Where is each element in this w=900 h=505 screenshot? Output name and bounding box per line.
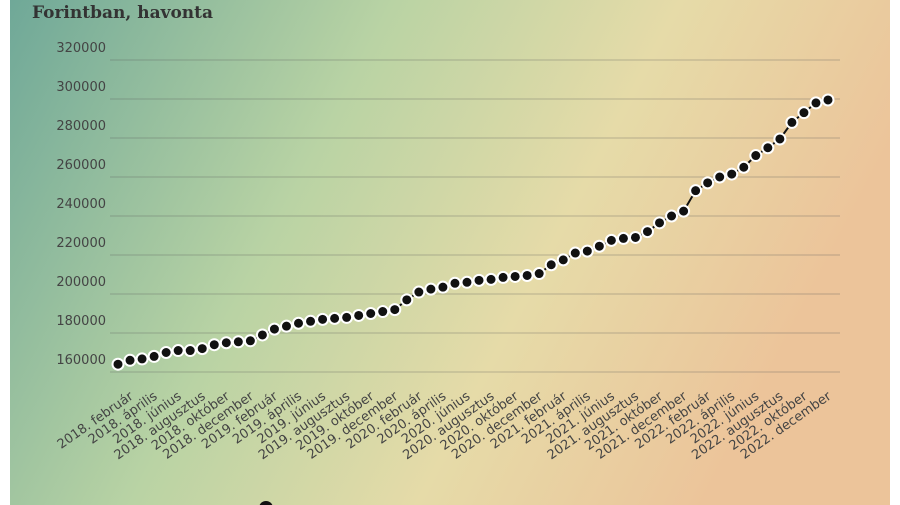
legend-marker	[259, 501, 273, 505]
point	[171, 344, 185, 358]
point	[219, 336, 233, 350]
point	[520, 268, 534, 282]
point	[556, 253, 570, 267]
point	[231, 335, 245, 349]
point	[809, 96, 823, 110]
point	[207, 338, 221, 352]
point	[785, 115, 799, 129]
point	[640, 225, 654, 239]
point	[665, 209, 679, 223]
point	[412, 285, 426, 299]
point	[340, 310, 354, 324]
point	[701, 176, 715, 190]
point	[496, 270, 510, 284]
point	[532, 267, 546, 281]
point	[436, 280, 450, 294]
background	[10, 0, 890, 505]
point	[821, 93, 835, 107]
point	[653, 216, 667, 230]
point	[243, 334, 257, 348]
y-tick-label: 320000	[56, 41, 106, 56]
point	[628, 230, 642, 244]
point	[304, 314, 318, 328]
point	[400, 293, 414, 307]
y-tick-label: 160000	[56, 353, 106, 368]
point	[737, 160, 751, 174]
point	[484, 272, 498, 286]
point	[689, 184, 703, 198]
point	[725, 167, 739, 181]
point	[279, 319, 293, 333]
point	[183, 344, 197, 358]
point	[460, 275, 474, 289]
point	[123, 353, 137, 367]
y-tick-label: 280000	[56, 119, 106, 134]
point	[508, 269, 522, 283]
point	[749, 149, 763, 163]
y-tick-label: 200000	[56, 275, 106, 290]
point	[761, 141, 775, 155]
y-tick-label: 220000	[56, 236, 106, 251]
point	[568, 246, 582, 260]
y-tick-label: 180000	[56, 314, 106, 329]
point	[195, 342, 209, 356]
y-tick-label: 300000	[56, 80, 106, 95]
point	[388, 303, 402, 317]
point	[580, 244, 594, 258]
point	[159, 346, 173, 359]
point	[773, 132, 787, 146]
point	[424, 282, 438, 296]
point	[135, 352, 149, 366]
point	[255, 328, 269, 342]
y-tick-label: 260000	[56, 158, 106, 173]
point	[797, 106, 811, 120]
point	[376, 305, 390, 319]
point	[292, 316, 306, 330]
point	[364, 307, 378, 320]
chart-subtitle: Forintban, havonta	[32, 3, 213, 23]
point	[472, 273, 486, 287]
point	[544, 258, 558, 272]
point	[616, 231, 630, 245]
point	[448, 276, 462, 290]
point	[316, 312, 330, 326]
point	[677, 204, 691, 218]
point	[352, 308, 366, 322]
point	[592, 239, 606, 253]
point	[147, 349, 161, 363]
point	[604, 233, 618, 247]
point	[328, 311, 342, 325]
point	[713, 170, 727, 184]
point	[267, 322, 281, 336]
y-tick-label: 240000	[56, 197, 106, 212]
point	[111, 357, 125, 371]
